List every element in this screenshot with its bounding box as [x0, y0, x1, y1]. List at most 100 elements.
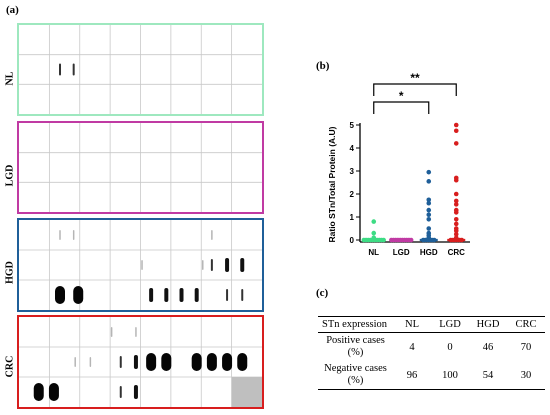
blot-spot: [110, 327, 113, 337]
data-point: [426, 226, 432, 231]
data-point: [453, 122, 459, 128]
blot-spot: [89, 357, 92, 367]
table-cell: 46: [482, 341, 494, 353]
x-tick-label: CRC: [448, 248, 466, 257]
blot-spot: [133, 385, 138, 399]
data-point: [453, 231, 459, 237]
panel-label-b: (b): [316, 60, 330, 72]
table-cell: 0: [447, 341, 453, 353]
y-tick-label: 5: [350, 121, 355, 130]
scatter-chart: 0 1 2 3 4 5 Ratio STn/Total Protein (A.U) NL LGD…: [327, 71, 470, 257]
blot-spot: [222, 353, 233, 371]
blot-spot: [191, 353, 202, 371]
panel-label-a: (a): [6, 4, 19, 16]
data-point: [453, 141, 459, 146]
blot-spot: [74, 357, 76, 367]
blot-spot: [202, 260, 204, 270]
blot-spot: [179, 288, 184, 302]
significance-bracket: [373, 101, 430, 114]
table-header: LGD: [431, 316, 470, 333]
blot-spot: [141, 260, 143, 270]
data-point: [371, 230, 377, 236]
significance-label: **: [410, 71, 420, 85]
blot-hgd: [17, 218, 264, 312]
blot-spot: [164, 288, 169, 302]
data-point: [426, 212, 432, 217]
data-point: [408, 237, 414, 243]
blot-spot: [72, 230, 75, 240]
table-header: HGD: [469, 316, 508, 333]
blot-spot: [73, 286, 84, 304]
data-point: [453, 228, 459, 234]
blot-spot: [241, 289, 244, 301]
blot-spot: [72, 63, 75, 76]
y-axis-label: Ratio STn/Total Protein (A.U): [327, 126, 337, 242]
panel-label-c: (c): [316, 287, 329, 299]
blot-spot: [226, 289, 229, 301]
table-cell: 54: [469, 361, 508, 390]
data-point: [426, 207, 432, 213]
blot-spot: [206, 353, 217, 371]
data-point: [426, 169, 432, 175]
blot-spot: [55, 286, 66, 304]
blot-membrane: [19, 317, 262, 407]
blot-spot: [225, 258, 230, 272]
data-point: [453, 217, 459, 222]
blot-label-crc: CRC: [4, 355, 16, 378]
table-header: CRC: [507, 316, 546, 333]
blot-crc: [17, 315, 264, 409]
significance-label: *: [399, 89, 404, 103]
blot-nl: [17, 23, 264, 116]
data-point: [371, 219, 377, 224]
x-tick-label: NL: [368, 248, 379, 257]
blot-spot: [59, 63, 62, 76]
data-point: [453, 198, 459, 204]
y-tick-label: 1: [350, 213, 355, 222]
table-cell: 4: [409, 341, 415, 353]
blot-spot: [48, 383, 59, 401]
y-tick-label: 3: [350, 167, 355, 176]
blot-gray-cell: [231, 377, 262, 407]
blot-spot: [135, 327, 137, 337]
table-header-row: STn expression NL LGD HGD CRC: [318, 316, 546, 333]
blot-spot: [133, 355, 138, 369]
blot-spot: [161, 353, 172, 371]
data-point: [453, 177, 459, 183]
blot-label-hgd: HGD: [4, 261, 16, 284]
blot-label-nl: NL: [4, 71, 16, 86]
blot-lgd: [17, 121, 264, 214]
data-point: [453, 210, 459, 215]
blot-label-lgd: LGD: [4, 164, 16, 187]
blot-spot: [119, 386, 122, 398]
blot-spot: [240, 258, 245, 272]
blot-spot: [146, 353, 157, 371]
data-point: [453, 191, 459, 197]
blot-membrane: [19, 123, 262, 212]
table-cell: 100: [431, 361, 470, 390]
table-cell: Positive cases (%): [326, 335, 385, 358]
data-point: [426, 179, 432, 184]
table-cell: 96: [393, 361, 432, 390]
blot-spot: [33, 383, 44, 401]
table-cell: 70: [520, 341, 532, 353]
blot-membrane: [19, 25, 262, 114]
y-tick-label: 0: [350, 236, 355, 245]
blot-spot: [119, 356, 122, 368]
x-tick-label: HGD: [420, 248, 438, 257]
blot-spot: [211, 230, 213, 240]
blot-spot: [237, 353, 248, 371]
x-tick-label: LGD: [393, 248, 410, 257]
data-point: [426, 217, 432, 222]
y-tick-label: 4: [350, 144, 355, 153]
blot-spot: [210, 259, 213, 271]
stn-expression-table: STn expression NL LGD HGD CRC Positive c…: [318, 316, 546, 390]
table-cell: Negative cases (%): [318, 361, 394, 390]
table-cell: 30: [507, 361, 546, 390]
data-point: [426, 197, 432, 203]
blot-spot: [59, 230, 61, 240]
table-row: Positive cases (%) 4 0 46 70: [318, 333, 545, 362]
y-tick-label: 2: [350, 190, 355, 199]
data-point: [381, 237, 386, 243]
blot-spot: [194, 288, 199, 302]
data-point: [426, 200, 432, 206]
